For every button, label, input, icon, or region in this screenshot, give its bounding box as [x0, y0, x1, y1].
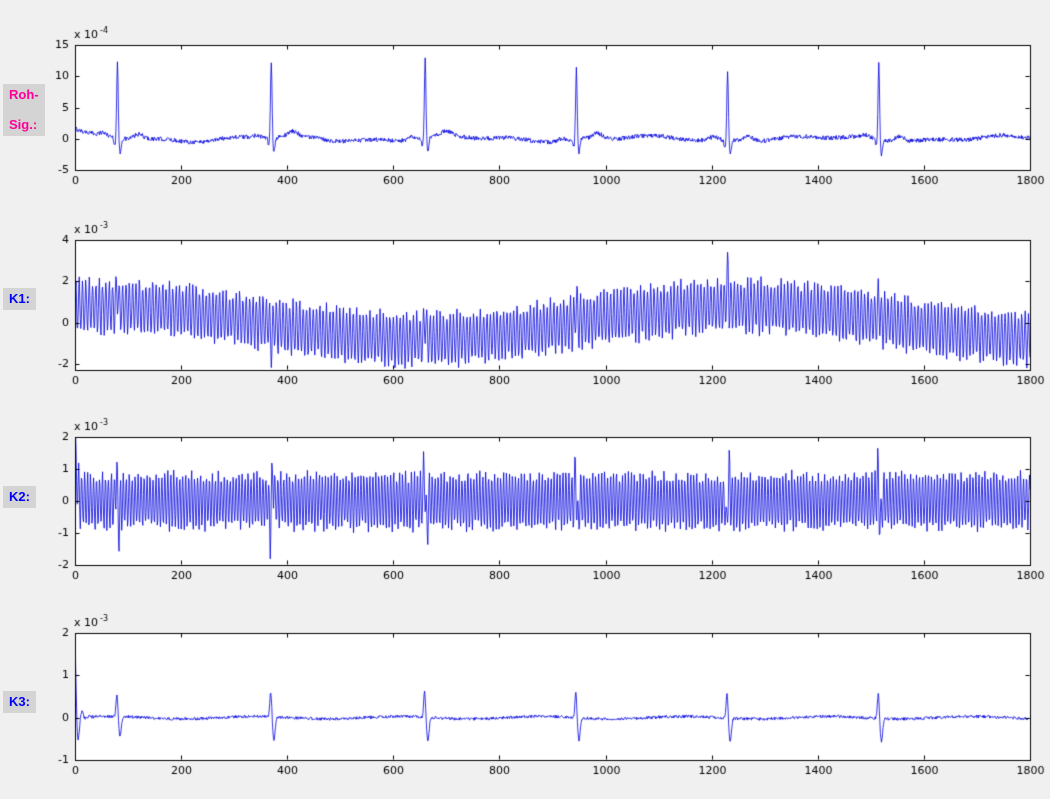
signal-label-roh-sig: Roh- Sig.: — [3, 84, 45, 136]
plot-k3-signal — [0, 600, 1050, 799]
signal-label-text: K2: — [9, 489, 30, 504]
signal-label-k1: K1: — [3, 288, 36, 310]
signal-label-text: Roh- — [9, 87, 39, 102]
plot-k2-signal — [0, 405, 1050, 600]
signal-label-text: K1: — [9, 291, 30, 306]
signal-label-text: Sig.: — [9, 117, 38, 132]
signal-label-k2: K2: — [3, 486, 36, 508]
plot-k1-signal — [0, 205, 1050, 405]
signal-label-text: K3: — [9, 694, 30, 709]
signal-label-k3: K3: — [3, 691, 36, 713]
plot-roh-signal — [0, 0, 1050, 205]
